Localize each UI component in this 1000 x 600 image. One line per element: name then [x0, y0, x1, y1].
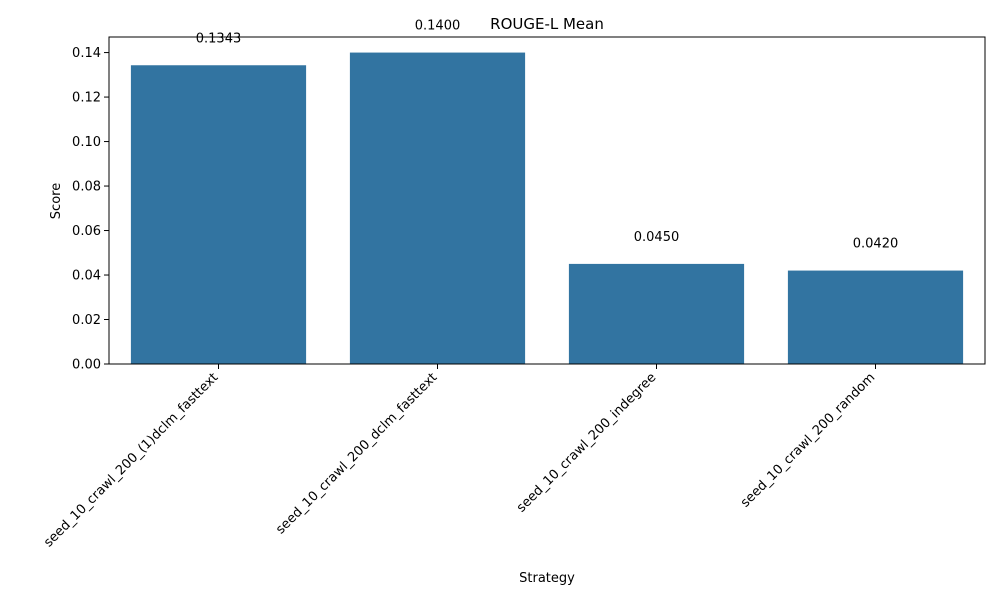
bar-value-label: 0.0420: [853, 237, 899, 252]
plot-frame: [108, 36, 986, 365]
bar: [787, 270, 964, 364]
x-axis-title: Strategy: [519, 571, 575, 586]
bar: [568, 263, 745, 364]
bar: [130, 65, 307, 364]
y-tick-label: 0.14: [72, 46, 101, 61]
y-tick-label: 0.12: [72, 91, 101, 106]
bar-value-label: 0.0450: [634, 230, 680, 245]
y-tick-label: 0.06: [72, 224, 101, 239]
y-tick-label: 0.02: [72, 313, 101, 328]
y-tick-label: 0.08: [72, 180, 101, 195]
bar-value-label: 0.1343: [196, 31, 242, 46]
y-tick-label: 0.00: [72, 358, 101, 373]
chart-title: ROUGE-L Mean: [490, 15, 604, 33]
bar-value-label: 0.1400: [415, 19, 461, 34]
y-tick-label: 0.10: [72, 135, 101, 150]
y-tick-label: 0.04: [72, 269, 101, 284]
bar: [349, 52, 526, 364]
y-axis-title: Score: [49, 183, 64, 219]
